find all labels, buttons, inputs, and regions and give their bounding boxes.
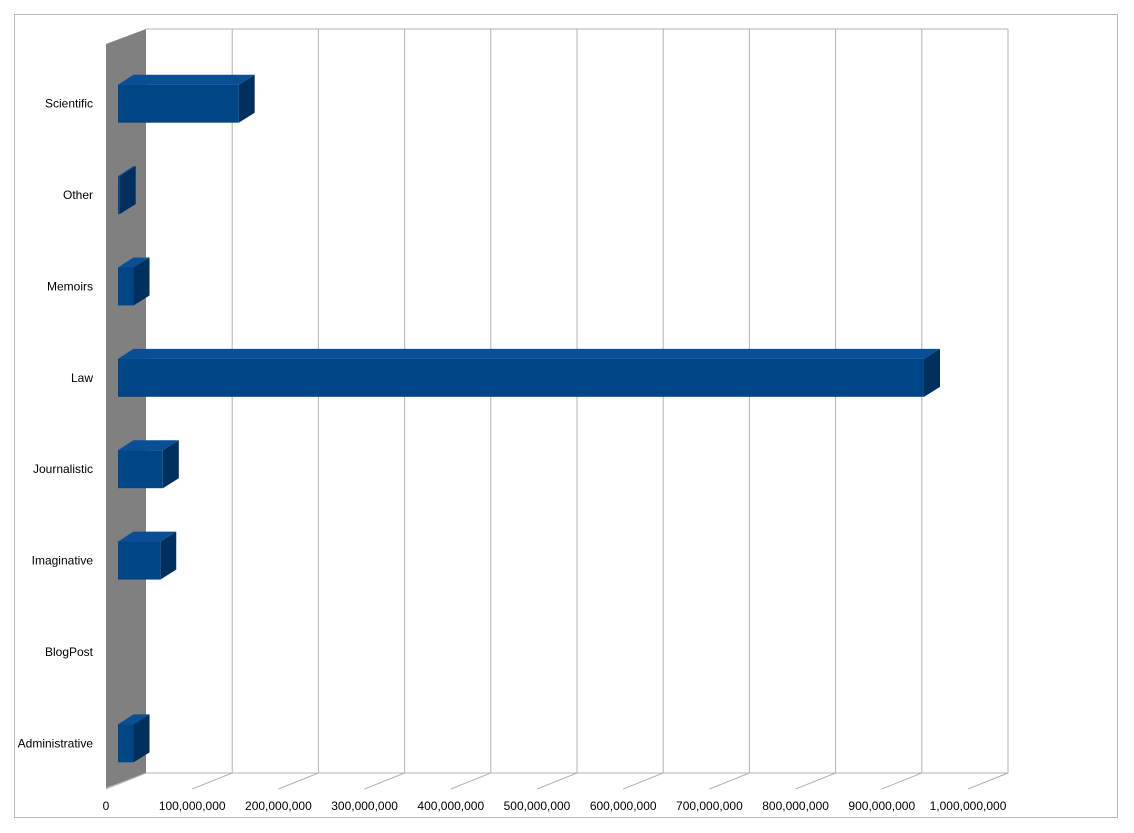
category-label: Memoirs [47, 279, 93, 293]
x-tick-label: 600,000,000 [590, 799, 657, 813]
bar-front-face [118, 84, 239, 123]
bar-side-face [133, 714, 150, 763]
bars [118, 74, 940, 763]
bar-side-face [162, 440, 179, 489]
bar-top-face [118, 166, 136, 177]
gridlines [105, 28, 1009, 790]
gridline-floor [536, 772, 578, 790]
bar-front-face [118, 267, 134, 306]
x-tick-label: 500,000,000 [504, 799, 571, 813]
bar-top-face [118, 348, 940, 359]
bar-law [118, 348, 940, 397]
bar-side-face [133, 257, 150, 306]
gridline-floor [364, 772, 405, 790]
category-label: Other [63, 188, 93, 202]
bar-side-face [238, 74, 255, 123]
bar-front-face [118, 724, 134, 763]
gridline-floor [105, 772, 147, 790]
bar-front-face [118, 176, 120, 215]
category-label: Administrative [18, 736, 94, 750]
bar-memoirs [118, 257, 150, 306]
category-label: Imaginative [32, 554, 94, 568]
x-tick-label: 800,000,000 [762, 799, 829, 813]
bar-top-face [118, 440, 179, 451]
category-label: Journalistic [33, 462, 93, 476]
gridline-floor [192, 772, 233, 790]
x-tick-label: 700,000,000 [676, 799, 743, 813]
gridline-floor [450, 772, 491, 790]
gridline-floor [967, 772, 1009, 790]
x-axis-tick-labels: 0 100,000,000 200,000,000 300,000,000 400,00… [103, 799, 1007, 813]
left-wall [106, 29, 146, 788]
gridline-floor [709, 772, 750, 790]
bar-top-face [118, 531, 177, 542]
bar-side-face [160, 531, 177, 580]
bar-other [118, 166, 136, 215]
x-tick-label: 100,000,000 [159, 799, 226, 813]
x-tick-label: 400,000,000 [417, 799, 484, 813]
bar-side-face [119, 166, 136, 215]
category-label: Law [71, 371, 93, 385]
bar-top-face [118, 257, 150, 268]
gridline-floor [278, 772, 319, 790]
x-tick-label: 900,000,000 [848, 799, 915, 813]
x-tick-label: 0 [103, 799, 110, 813]
gridline-floor [623, 772, 664, 790]
bar-imaginative [118, 531, 177, 580]
y-axis-category-labels: Scientific Other Memoirs Law Journalistic Ima… [18, 97, 94, 751]
x-tick-label: 1,000,000,000 [930, 799, 1007, 813]
bar-front-face [118, 358, 924, 397]
bar-top-face [118, 74, 255, 85]
gridline-floor [881, 772, 922, 790]
bar-side-face [923, 348, 940, 397]
category-label: Scientific [45, 97, 93, 111]
chart-wall [106, 29, 146, 788]
x-tick-label: 300,000,000 [331, 799, 398, 813]
bar-journalistic [118, 440, 179, 489]
bar-scientific [118, 74, 255, 123]
gridline-floor [795, 772, 836, 790]
bar-top-face [118, 714, 150, 725]
bar-front-face [118, 450, 163, 489]
x-tick-label: 200,000,000 [245, 799, 312, 813]
chart-frame [14, 14, 1118, 818]
bar-administrative [118, 714, 150, 763]
bar-front-face [118, 541, 161, 580]
category-label: BlogPost [45, 645, 94, 659]
